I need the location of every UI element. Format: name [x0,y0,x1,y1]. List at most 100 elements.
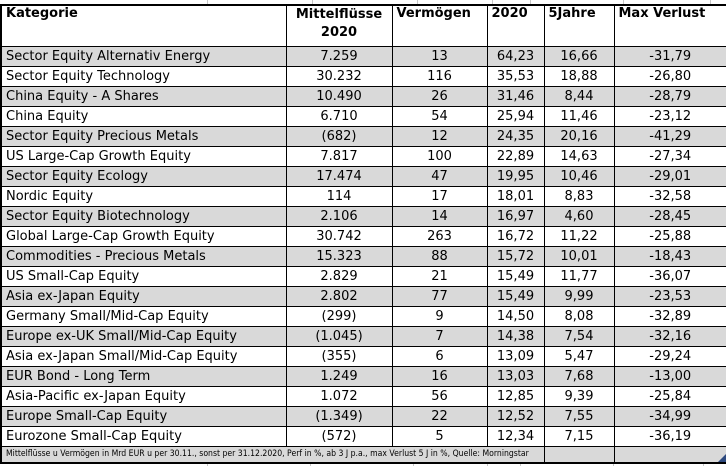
value-cell: -32,89 [613,305,726,327]
gridline-stub [703,462,704,466]
gridline-stub [613,462,614,466]
value-cell: 9,99 [543,285,615,307]
value-cell: 5,47 [543,345,615,367]
gridline-stub [487,462,488,466]
value-cell: 22 [391,405,488,427]
category-cell: China Equity - A Shares [0,85,287,107]
category-cell: Sector Equity Alternativ Energy [0,45,287,67]
value-cell: 14,38 [486,325,545,347]
value-cell: 15,72 [486,245,545,267]
value-cell: 30.232 [285,65,393,87]
value-cell: 12 [391,125,488,147]
value-cell: 2.106 [285,205,393,227]
category-cell: Europe ex-UK Small/Mid-Cap Equity [0,325,287,347]
value-cell: -31,79 [613,45,726,67]
category-cell: EUR Bond - Long Term [0,365,287,387]
value-cell: 20,16 [543,125,615,147]
value-cell: 31,46 [486,85,545,107]
value-cell: 11,77 [543,265,615,287]
gridline-stub [312,0,313,4]
value-cell: -13,00 [613,365,726,387]
value-cell: 10,46 [543,165,615,187]
table-row: Sector Equity Precious Metals (682) 12 24,3… [0,125,726,147]
gridline-stub [520,462,521,466]
gridline-stub [207,0,208,4]
value-cell: (1.045) [285,325,393,347]
value-cell: 7 [391,325,488,347]
footnote-empty-cell [543,445,615,464]
value-cell: 7.817 [285,145,393,167]
value-cell: (299) [285,305,393,327]
category-cell: Sector Equity Ecology [0,165,287,187]
table-header: Kategorie Mittelflüsse 2020 Vermögen 202… [0,4,726,47]
value-cell: 18,01 [486,185,545,207]
table-row: Sector Equity Ecology 17.474 47 19,95 10,46-… [0,165,726,187]
value-cell: 25,94 [486,105,545,127]
value-cell: 9,39 [543,385,615,407]
value-cell: -34,99 [613,405,726,427]
fund-flows-table: Kategorie Mittelflüsse 2020 Vermögen 202… [0,4,726,464]
value-cell: 15,49 [486,265,545,287]
value-cell: 19,95 [486,165,545,187]
value-cell: 116 [391,65,488,87]
value-cell: (355) [285,345,393,367]
value-cell: 1.072 [285,385,393,407]
column-header-mittelfluesse-2020: Mittelflüsse 2020 [285,4,393,47]
value-cell: 11,22 [543,225,615,247]
value-cell: -36,19 [613,425,726,447]
value-cell: -41,29 [613,125,726,147]
value-cell: 2.829 [285,265,393,287]
table-row: Germany Small/Mid-Cap Equity (299) 9 14,50 8… [0,305,726,327]
value-cell: 14,50 [486,305,545,327]
value-cell: 13,03 [486,365,545,387]
table-row: Europe ex-UK Small/Mid-Cap Equity (1.045)… [0,325,726,347]
value-cell: 4,60 [543,205,615,227]
value-cell: 8,08 [543,305,615,327]
footnote-text: Mittelflüsse u Vermögen in Mrd EUR u per… [6,449,529,460]
value-cell: -36,07 [613,265,726,287]
table-row: Europe Small-Cap Equity (1.349) 22 12,52 7,5… [0,405,726,427]
category-cell: Nordic Equity [0,185,287,207]
value-cell: 64,23 [486,45,545,67]
table-row: Sector Equity Alternativ Energy 7.259 13 64… [0,45,726,67]
value-cell: 26 [391,85,488,107]
value-cell: 24,35 [486,125,545,147]
value-cell: 22,89 [486,145,545,167]
value-cell: 8,44 [543,85,615,107]
category-cell: Asia ex-Japan Equity [0,285,287,307]
value-cell: -23,53 [613,285,726,307]
value-cell: 14,63 [543,145,615,167]
value-cell: -32,16 [613,325,726,347]
value-cell: 30.742 [285,225,393,247]
category-cell: US Small-Cap Equity [0,265,287,287]
value-cell: 15.323 [285,245,393,267]
value-cell: 18,88 [543,65,615,87]
table-row: Nordic Equity 114 17 18,01 8,83 -32,58 [0,185,726,207]
value-cell: 16,66 [543,45,615,67]
footnote-corner-cell [613,445,726,464]
value-cell: 6.710 [285,105,393,127]
value-cell: 17.474 [285,165,393,187]
value-cell: 16,97 [486,205,545,227]
value-cell: -29,24 [613,345,726,367]
value-cell: 8,83 [543,185,615,207]
footnote-cell: Mittelflüsse u Vermögen in Mrd EUR u per… [0,445,545,464]
table-row: Global Large-Cap Growth Equity 30.742 263 1… [0,225,726,247]
category-cell: Sector Equity Precious Metals [0,125,287,147]
corner-marker-icon [718,454,726,462]
value-cell: 15,49 [486,285,545,307]
gridline-stub [417,0,418,4]
gridline-stub [413,462,414,466]
table-row: US Small-Cap Equity 2.829 21 15,49 11,77 -36,… [0,265,726,287]
value-cell: 47 [391,165,488,187]
table-row: Commodities - Precious Metals 15.323 88 15,… [0,245,726,267]
value-cell: 7,55 [543,405,615,427]
value-cell: -27,34 [613,145,726,167]
value-cell: -32,58 [613,185,726,207]
gridline-stub [530,0,531,4]
value-cell: 10.490 [285,85,393,107]
value-cell: 16 [391,365,488,387]
value-cell: -25,88 [613,225,726,247]
header-row: Kategorie Mittelflüsse 2020 Vermögen 202… [0,4,726,47]
value-cell: 12,52 [486,405,545,427]
